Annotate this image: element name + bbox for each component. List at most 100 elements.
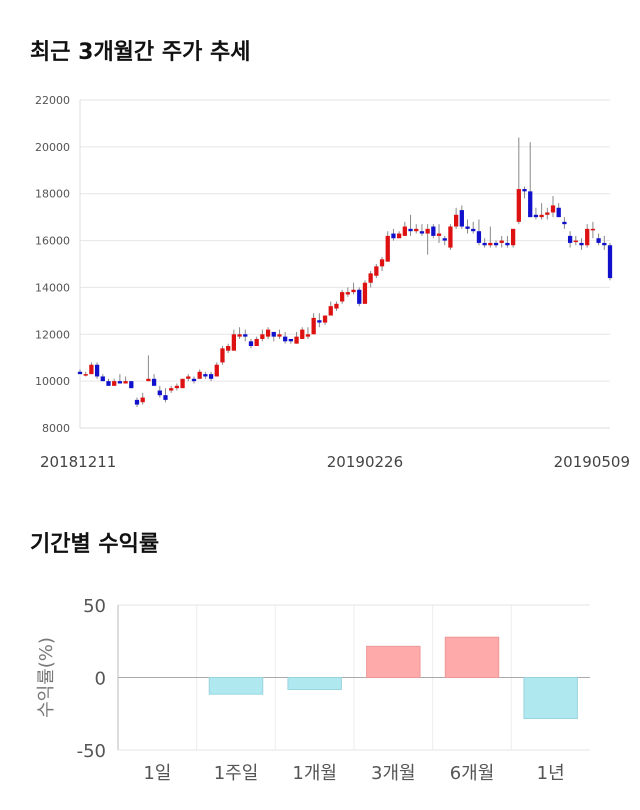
candle-body xyxy=(191,378,197,382)
candle xyxy=(100,374,105,382)
candle-body xyxy=(180,378,185,389)
price-x-tick-label: 20190226 xyxy=(327,453,403,471)
candle-body xyxy=(493,242,499,246)
price-y-tick-label: 22000 xyxy=(35,94,70,107)
candle xyxy=(442,235,447,246)
candle xyxy=(539,203,544,220)
candle xyxy=(476,219,482,246)
candle-body xyxy=(419,231,425,234)
price-y-tick-label: 12000 xyxy=(35,328,70,341)
candle-body xyxy=(243,334,248,337)
candle xyxy=(231,329,237,351)
candle xyxy=(419,224,425,236)
candle-body xyxy=(248,341,254,346)
candle-body xyxy=(374,266,379,276)
candle-body xyxy=(174,385,180,389)
candle xyxy=(585,224,590,248)
candle xyxy=(123,376,128,384)
candle xyxy=(385,231,390,262)
returns-y-tick-label: 50 xyxy=(83,596,106,617)
candle xyxy=(402,221,407,236)
candle xyxy=(522,186,527,199)
candle-body xyxy=(311,317,316,335)
candle-body xyxy=(94,364,100,377)
candle-body xyxy=(567,235,573,243)
candle xyxy=(493,240,499,248)
price-y-tick-label: 16000 xyxy=(35,235,70,248)
price-y-tick-label: 14000 xyxy=(35,281,70,294)
candle xyxy=(391,228,396,241)
returns-bar xyxy=(287,677,342,691)
candle xyxy=(163,388,168,403)
candle xyxy=(311,313,316,335)
candle-body xyxy=(607,245,613,279)
candle xyxy=(208,371,214,382)
candle-body xyxy=(117,381,123,384)
candle-body xyxy=(254,338,259,346)
price-candlestick-chart: 8000 10000 12000 14000 16000 18000 20000 22000 2… xyxy=(35,94,630,471)
candle-body xyxy=(208,374,214,379)
candle-body xyxy=(562,221,567,225)
price-chart-title: 최근 3개월간 주가 추세 xyxy=(30,40,251,65)
candle xyxy=(516,137,521,225)
candle-body xyxy=(237,334,242,337)
candle-body xyxy=(334,303,339,309)
candle xyxy=(226,343,231,354)
candle-body xyxy=(556,207,561,218)
candle-body xyxy=(277,334,282,337)
candle-body xyxy=(499,240,504,243)
candle xyxy=(191,376,197,384)
price-x-tick-label: 20190509 xyxy=(554,453,630,471)
candle xyxy=(465,219,470,234)
candle xyxy=(317,313,322,328)
candle xyxy=(271,331,276,342)
candle xyxy=(83,371,88,377)
candle-body xyxy=(465,226,470,229)
returns-chart-title: 기간별 수익률 xyxy=(30,532,160,557)
candle-body xyxy=(379,259,385,267)
returns-bar xyxy=(523,677,578,720)
candle-body xyxy=(328,306,333,316)
candle-body xyxy=(151,378,157,386)
candle xyxy=(328,301,333,316)
candle xyxy=(146,355,151,382)
candle xyxy=(140,392,145,405)
returns-x-tick-label: 6개월 xyxy=(450,763,495,784)
candle xyxy=(573,235,578,246)
returns-y-tick-label: -50 xyxy=(77,741,106,762)
candle xyxy=(117,374,123,384)
candle-body xyxy=(442,238,447,241)
candle xyxy=(260,329,265,342)
candle-body xyxy=(459,210,464,227)
candle xyxy=(151,374,157,386)
candle-body xyxy=(351,289,356,293)
candle-body xyxy=(265,329,271,337)
candle-body xyxy=(539,214,544,218)
candle-body xyxy=(146,378,151,382)
returns-x-tick-label: 1개월 xyxy=(292,763,337,784)
candle xyxy=(567,231,573,248)
candle xyxy=(265,327,271,339)
candle xyxy=(357,287,362,307)
candle xyxy=(550,196,556,218)
candle-body xyxy=(288,338,293,342)
candle-body xyxy=(163,395,168,400)
candle-body xyxy=(77,371,83,375)
candle xyxy=(294,331,299,344)
candle xyxy=(254,336,259,346)
candle-body xyxy=(112,381,117,386)
candle-body xyxy=(197,371,202,379)
candle-body xyxy=(214,364,219,377)
candle-body xyxy=(362,282,368,304)
candle-body xyxy=(522,189,527,192)
candle xyxy=(453,207,459,229)
candle-body xyxy=(425,228,430,234)
candle xyxy=(414,224,419,234)
candle-body xyxy=(579,242,584,246)
candle xyxy=(214,362,219,377)
candle-body xyxy=(488,242,493,246)
candle xyxy=(106,378,111,386)
candle-body xyxy=(431,226,436,236)
candle-body xyxy=(169,388,174,391)
